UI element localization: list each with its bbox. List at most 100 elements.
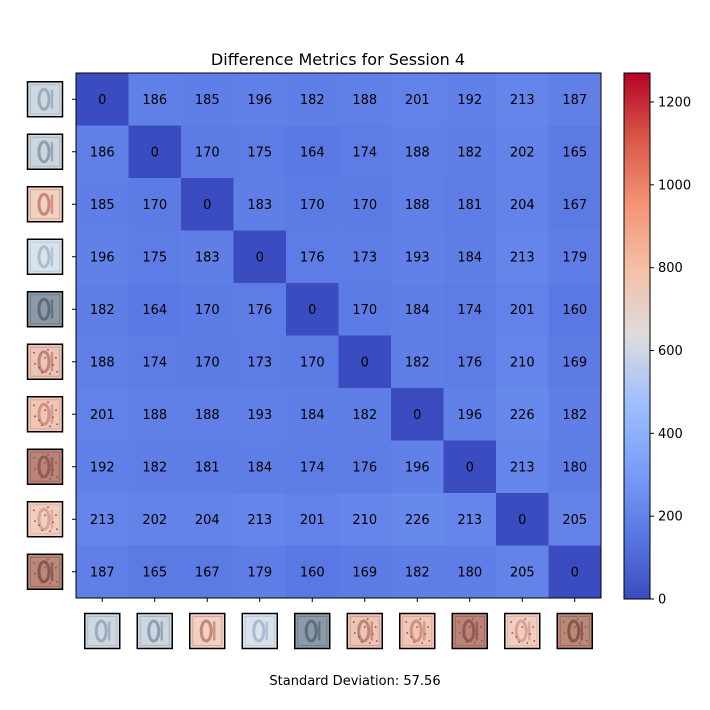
thumb-3-col <box>189 612 226 650</box>
cell-value-label: 196 <box>247 93 272 108</box>
cell-value-label: 184 <box>247 460 272 475</box>
heatmap-cell <box>496 125 549 179</box>
cell-value-label: 187 <box>562 93 587 108</box>
cell-value-label: 213 <box>457 513 482 528</box>
thumb-10-row <box>26 553 64 590</box>
heatmap-cell <box>443 230 497 284</box>
heatmap-cell <box>443 440 497 494</box>
heatmap-cell <box>286 178 339 231</box>
heatmap-cell <box>548 440 602 494</box>
heatmap-cell <box>286 283 339 336</box>
heatmap-cell <box>76 178 129 231</box>
heatmap-cell <box>233 388 287 441</box>
cell-value-label: 176 <box>457 355 482 370</box>
thumb-1-col <box>84 612 121 650</box>
heatmap-cell <box>548 388 602 441</box>
cell-value-label: 184 <box>457 250 482 265</box>
heatmap-cell <box>548 73 602 126</box>
heatmap-cell <box>443 388 497 441</box>
heatmap-cell <box>233 178 287 231</box>
heatmap-cell <box>181 440 234 494</box>
colorbar-tick-label: 600 <box>658 344 683 359</box>
cell-value-label: 193 <box>247 408 272 423</box>
heatmap-cell <box>76 335 129 389</box>
colorbar-tick-label: 0 <box>658 593 666 608</box>
cell-value-label: 165 <box>562 145 587 160</box>
heatmap-cell <box>338 545 392 599</box>
plot-frame <box>75 72 602 599</box>
heatmap-cell <box>548 125 602 179</box>
cell-value-label: 213 <box>510 460 535 475</box>
axis-ticks <box>72 98 576 602</box>
cell-value-label: 160 <box>562 303 587 318</box>
heatmap-cell <box>128 125 182 179</box>
cell-value-label: 174 <box>352 145 377 160</box>
heatmap-cell <box>286 440 339 494</box>
cell-value-label: 182 <box>90 303 115 318</box>
cell-value-label: 170 <box>352 198 377 213</box>
thumb-2-col <box>136 612 173 650</box>
cell-value-label: 213 <box>247 513 272 528</box>
heatmap-cell <box>548 178 602 231</box>
thumb-3-row <box>26 186 64 223</box>
heatmap-cell <box>391 335 444 389</box>
cell-value-label: 170 <box>300 355 325 370</box>
heatmap-cell <box>233 73 287 126</box>
heatmap-cell <box>181 178 234 231</box>
thumb-9-row <box>26 501 64 538</box>
heatmap-cell <box>233 440 287 494</box>
cell-value-label: 176 <box>247 303 272 318</box>
cell-value-label: 175 <box>247 145 272 160</box>
colorbar <box>623 72 651 600</box>
cell-value-label: 183 <box>247 198 272 213</box>
cell-value-label: 174 <box>300 460 325 475</box>
cell-value-label: 0 <box>518 513 526 528</box>
heatmap-cell <box>181 230 234 284</box>
cell-value-label: 0 <box>308 303 316 318</box>
heatmap-cell <box>391 125 444 179</box>
heatmap-cell <box>76 440 129 494</box>
heatmap-cell <box>76 283 129 336</box>
heatmap-cell <box>286 545 339 599</box>
thumb-4-row <box>26 238 64 275</box>
heatmap-cell <box>443 178 497 231</box>
chart-title: Difference Metrics for Session 4 <box>211 50 465 69</box>
cell-value-label: 183 <box>195 250 220 265</box>
cell-value-label: 204 <box>510 198 535 213</box>
heatmap-cell <box>233 335 287 389</box>
heatmap-cell <box>548 493 602 546</box>
cell-value-label: 187 <box>90 565 115 580</box>
heatmap-cell <box>233 230 287 284</box>
cell-value-label: 196 <box>90 250 115 265</box>
cell-value-label: 180 <box>457 565 482 580</box>
cell-value-label: 201 <box>90 408 115 423</box>
cell-value-label: 188 <box>142 408 167 423</box>
heatmap-cell <box>338 283 392 336</box>
heatmap-cell <box>496 493 549 546</box>
cell-value-label: 0 <box>203 198 211 213</box>
cell-value-label: 160 <box>300 565 325 580</box>
heatmap-cell <box>391 388 444 441</box>
heatmap-cell <box>338 335 392 389</box>
heatmap-cell <box>443 493 497 546</box>
heatmap-cell <box>496 283 549 336</box>
cell-value-label: 179 <box>247 565 272 580</box>
heatmap-cell <box>338 388 392 441</box>
heatmap-cell <box>496 178 549 231</box>
cell-value-label: 164 <box>142 303 167 318</box>
thumb-9-col <box>504 612 541 650</box>
heatmap-cell <box>128 73 182 126</box>
cell-value-label: 167 <box>562 198 587 213</box>
cell-value-label: 0 <box>466 460 474 475</box>
cell-value-label: 210 <box>352 513 377 528</box>
cell-value-label: 175 <box>142 250 167 265</box>
heatmap-cell <box>233 283 287 336</box>
heatmap-cell <box>548 335 602 389</box>
cell-value-label: 174 <box>142 355 167 370</box>
heatmap-cell <box>443 73 497 126</box>
heatmap-cell <box>128 440 182 494</box>
cell-value-label: 188 <box>195 408 220 423</box>
cell-value-label: 170 <box>195 303 220 318</box>
heatmap-cell <box>181 388 234 441</box>
